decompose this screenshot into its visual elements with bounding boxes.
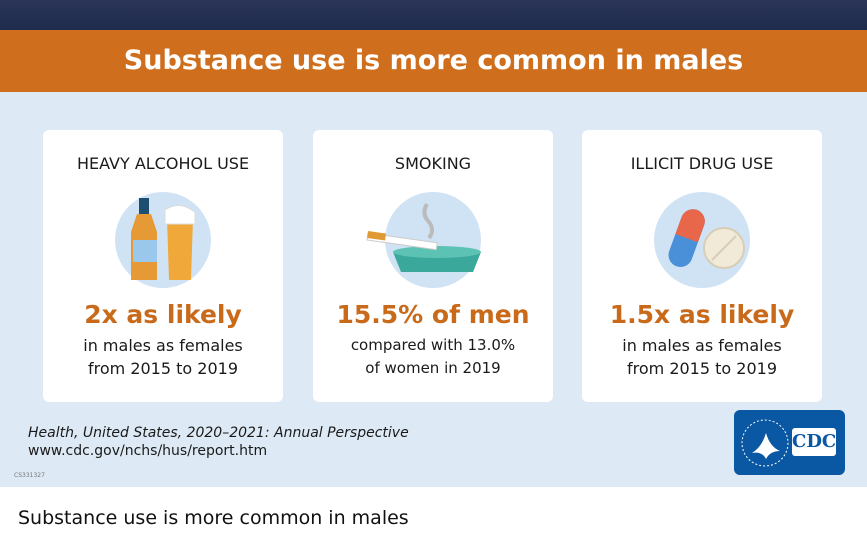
card-title: SMOKING bbox=[394, 154, 472, 173]
hhs-seal bbox=[741, 419, 789, 467]
detail: from 2015 to 2019 bbox=[88, 359, 238, 378]
code: CS331327 bbox=[14, 472, 45, 479]
title: Substance use is more common in males bbox=[123, 45, 744, 76]
source-publication: Health, United States, 2020–2021: Annual… bbox=[28, 425, 409, 441]
detail: in males as females bbox=[622, 336, 782, 355]
card: SMOKING 15.5% of men compared with 13.0%… bbox=[313, 130, 553, 402]
highlight: 1.5x as likely bbox=[609, 300, 795, 329]
source-url: www.cdc.gov/nchs/hus/report.htm bbox=[28, 443, 268, 459]
smoking-icon bbox=[366, 192, 481, 288]
cdc-logo: CDC bbox=[734, 410, 845, 475]
card: HEAVY ALCOHOL USE 2x as likely in males … bbox=[43, 130, 283, 402]
card-title: ILLICIT DRUG USE bbox=[630, 154, 774, 173]
highlight: 15.5% of men bbox=[336, 300, 530, 329]
caption: Substance use is more common in males bbox=[18, 507, 409, 529]
pills-icon bbox=[654, 192, 750, 288]
highlight: 2x as likely bbox=[84, 300, 242, 329]
cdc-text: CDC bbox=[792, 428, 836, 456]
detail: from 2015 to 2019 bbox=[627, 359, 777, 378]
top-bar bbox=[0, 0, 867, 30]
title-band: Substance use is more common in males bbox=[0, 30, 867, 92]
card-title: HEAVY ALCOHOL USE bbox=[76, 154, 250, 173]
alcohol-icon bbox=[115, 192, 211, 288]
detail: compared with 13.0% bbox=[350, 336, 516, 354]
detail: in males as females bbox=[83, 336, 243, 355]
detail: of women in 2019 bbox=[365, 359, 501, 377]
card: ILLICIT DRUG USE 1.5x as likely in males… bbox=[582, 130, 822, 402]
caption-area: Substance use is more common in males bbox=[0, 487, 867, 554]
